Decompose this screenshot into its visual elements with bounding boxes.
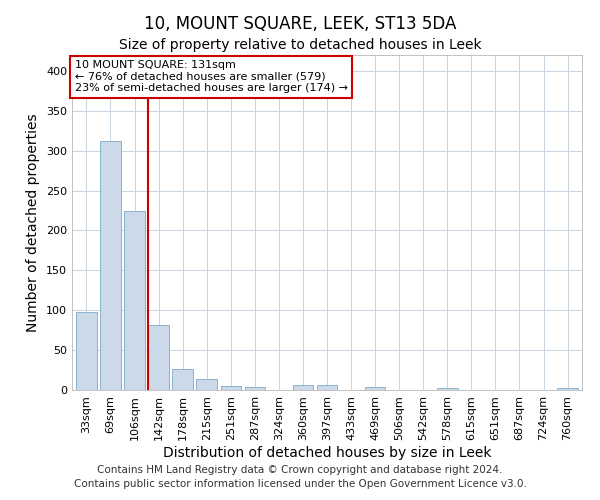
Bar	[148, 324, 169, 390]
Bar	[76, 312, 97, 390]
Y-axis label: Number of detached properties: Number of detached properties	[26, 113, 40, 332]
Text: Contains HM Land Registry data © Crown copyright and database right 2024.
Contai: Contains HM Land Registry data © Crown c…	[74, 465, 526, 489]
Bar	[557, 388, 578, 390]
Bar	[293, 385, 313, 390]
Bar	[317, 385, 337, 390]
Bar	[221, 386, 241, 390]
Bar	[100, 141, 121, 390]
Bar	[437, 388, 458, 390]
X-axis label: Distribution of detached houses by size in Leek: Distribution of detached houses by size …	[163, 446, 491, 460]
Text: 10, MOUNT SQUARE, LEEK, ST13 5DA: 10, MOUNT SQUARE, LEEK, ST13 5DA	[144, 15, 456, 33]
Bar	[365, 387, 385, 390]
Text: Size of property relative to detached houses in Leek: Size of property relative to detached ho…	[119, 38, 481, 52]
Bar	[172, 370, 193, 390]
Bar	[196, 379, 217, 390]
Bar	[124, 212, 145, 390]
Text: 10 MOUNT SQUARE: 131sqm
← 76% of detached houses are smaller (579)
23% of semi-d: 10 MOUNT SQUARE: 131sqm ← 76% of detache…	[74, 60, 347, 93]
Bar	[245, 387, 265, 390]
